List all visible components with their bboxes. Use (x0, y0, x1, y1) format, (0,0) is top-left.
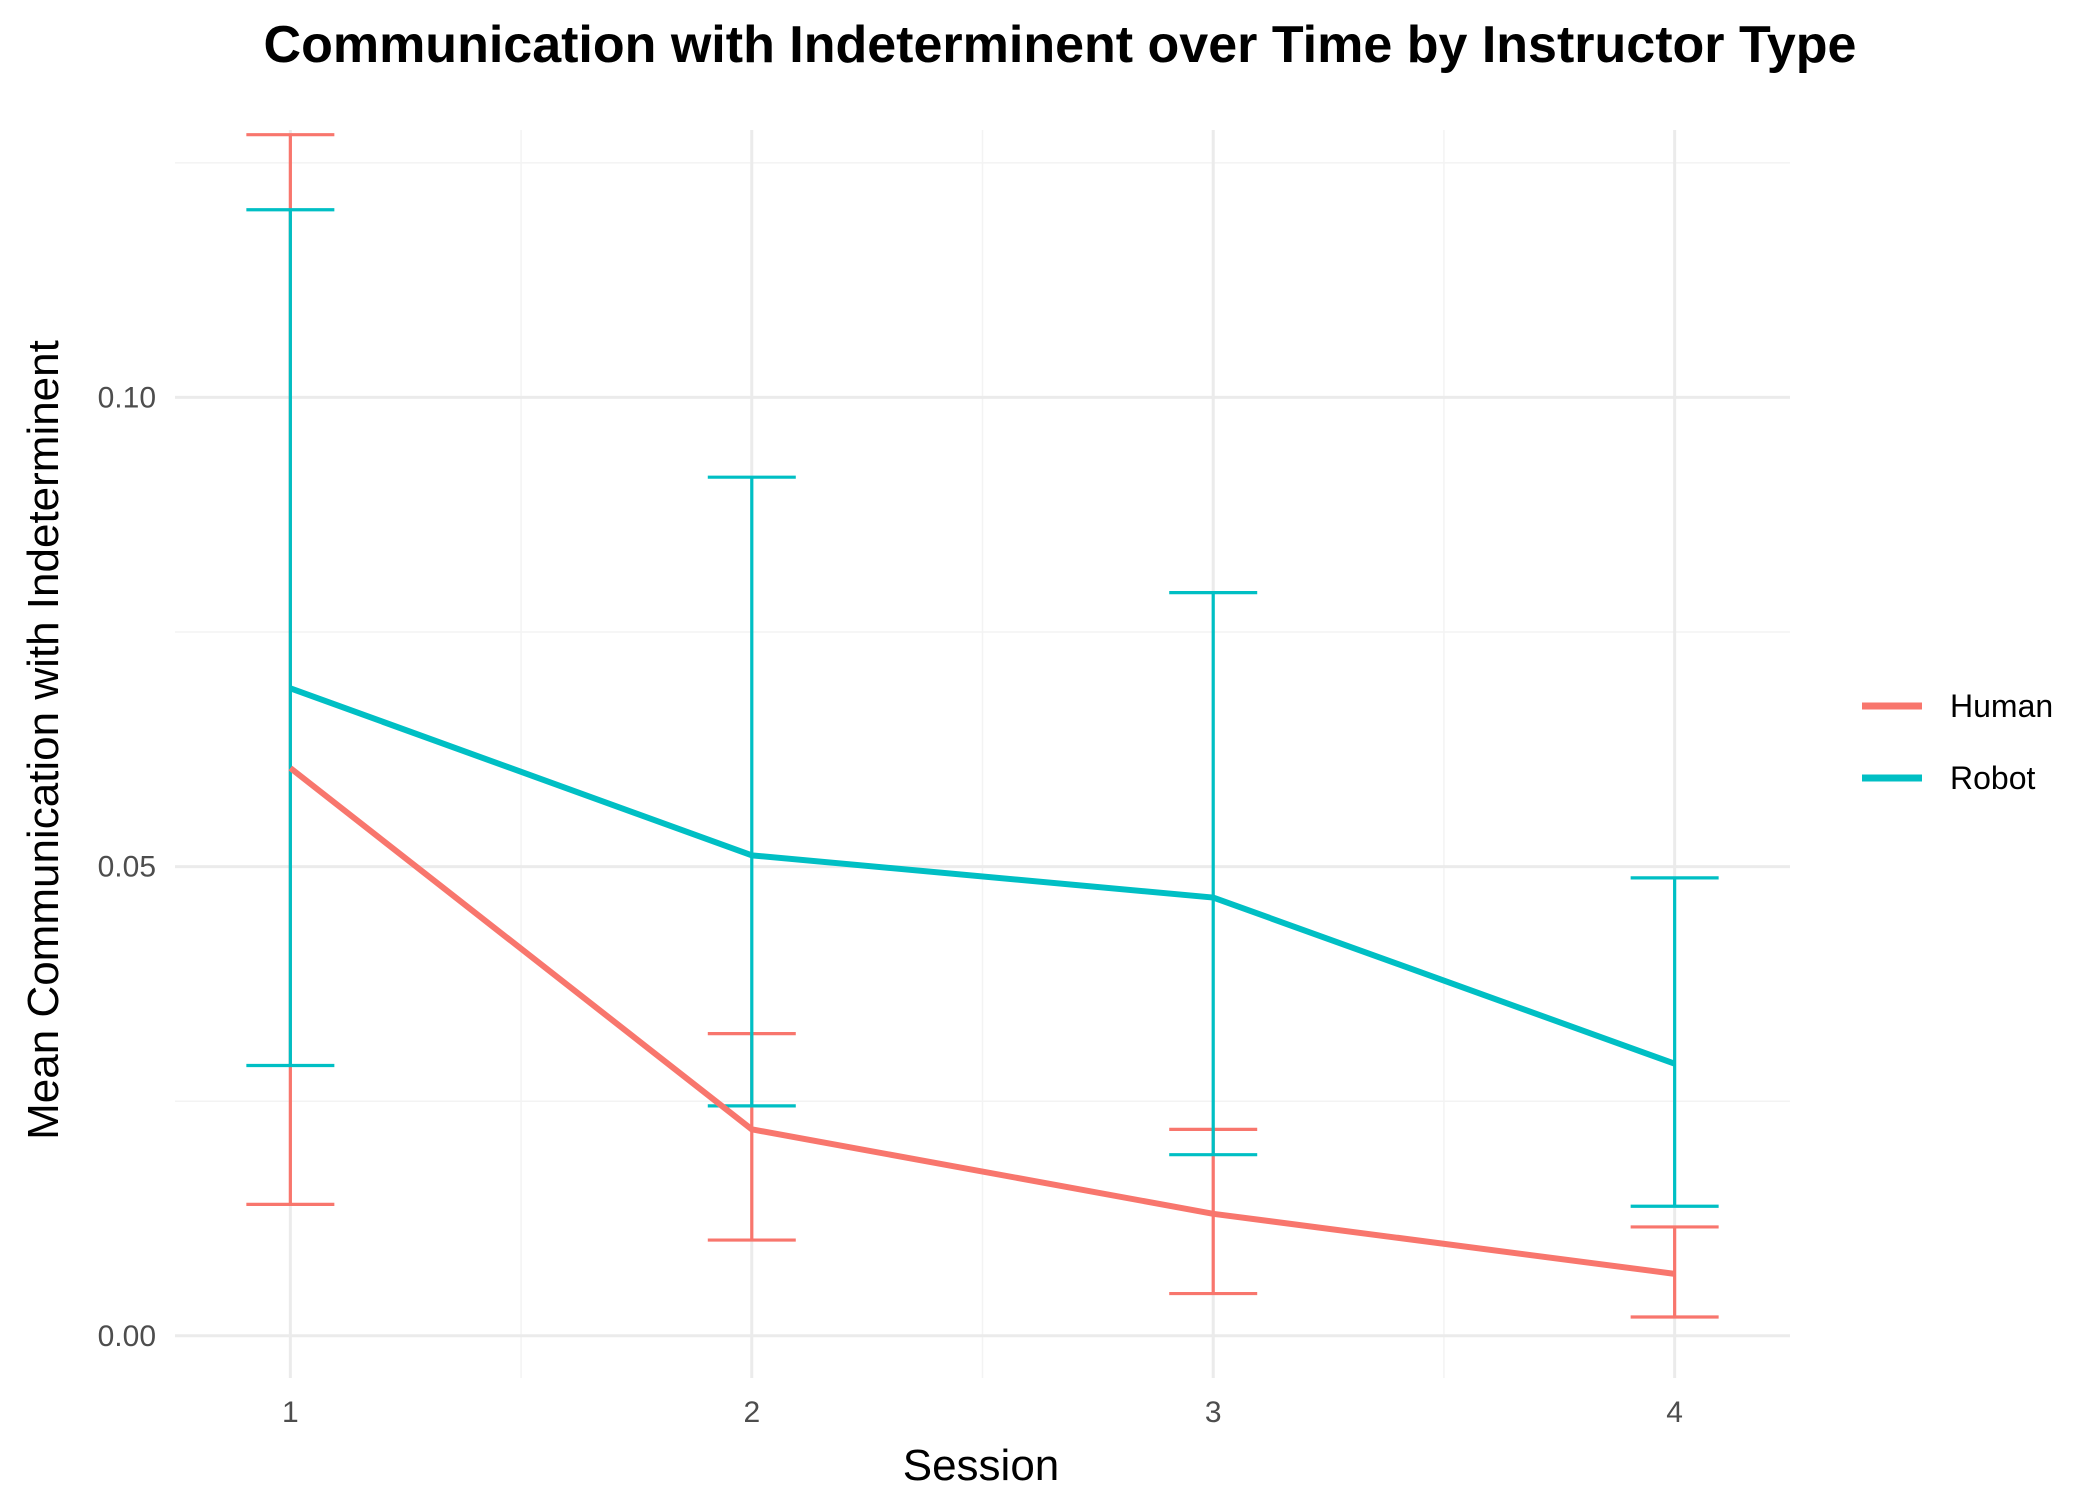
y-axis-title: Mean Communication with Indeterminent (19, 340, 68, 1140)
grid (175, 130, 1790, 1378)
legend-label-robot: Robot (1950, 760, 2036, 796)
x-tick-label: 4 (1666, 1396, 1683, 1429)
x-axis-title: Session (903, 1441, 1060, 1490)
y-tick-label: 0.05 (98, 851, 156, 884)
chart-title: Communication with Indeterminent over Ti… (264, 16, 1857, 74)
y-axis-ticks: 0.00 0.05 0.10 (98, 381, 156, 1352)
x-axis-ticks: 1 2 3 4 (282, 1396, 1683, 1429)
series-line-robot (289, 685, 1676, 1067)
x-tick-label: 3 (1205, 1396, 1222, 1429)
legend-label-human: Human (1950, 688, 2053, 724)
x-tick-label: 1 (282, 1396, 299, 1429)
error-bars (246, 133, 1719, 1319)
legend: Human Robot (1862, 688, 2053, 796)
errorbars-robot (246, 208, 1719, 1208)
series-line-human (288, 765, 1676, 1277)
x-tick-label: 2 (743, 1396, 760, 1429)
y-tick-label: 0.10 (98, 381, 156, 414)
series-lines (288, 685, 1676, 1277)
y-tick-label: 0.00 (98, 1320, 156, 1353)
